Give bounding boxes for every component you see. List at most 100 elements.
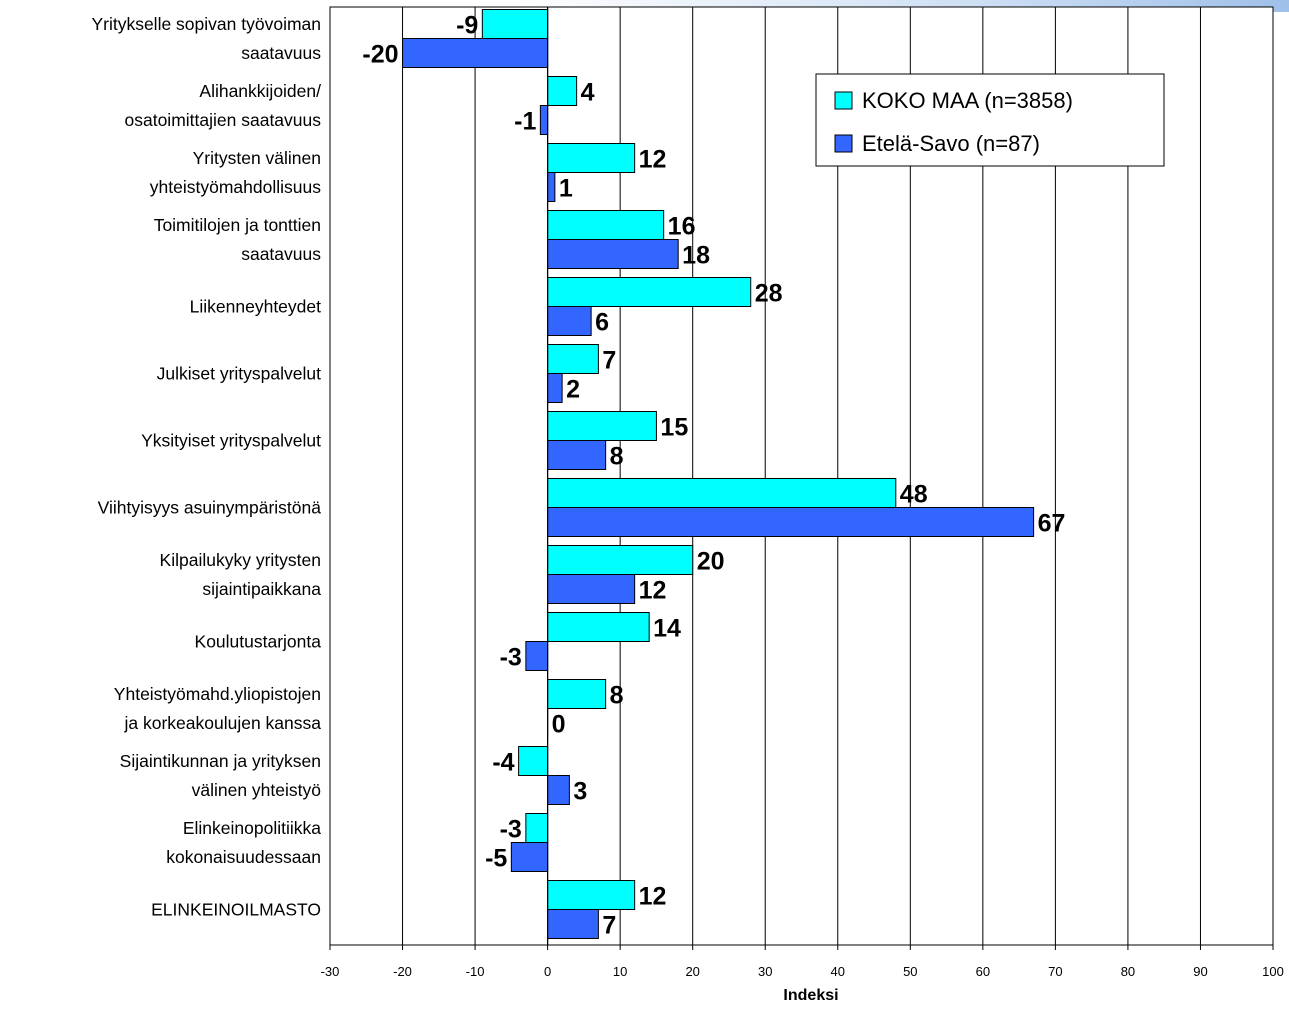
bar-koko-maa <box>518 746 549 776</box>
legend: KOKO MAA (n=3858) Etelä-Savo (n=87) <box>815 73 1165 167</box>
bar-etela-savo <box>547 574 636 604</box>
data-label: 4 <box>581 79 595 107</box>
bar-etela-savo <box>547 306 592 336</box>
bar-koko-maa <box>547 880 636 910</box>
data-label: -4 <box>492 749 514 777</box>
bar-etela-savo <box>547 172 556 202</box>
data-label: 14 <box>653 615 681 643</box>
category-label: osatoimittajien saatavuus <box>125 110 322 130</box>
data-label: 15 <box>660 414 688 442</box>
legend-label-koko-maa: KOKO MAA (n=3858) <box>862 88 1073 113</box>
bar-koko-maa <box>547 679 607 709</box>
legend-box <box>815 73 1165 167</box>
category-label: Elinkeinopolitiikka <box>183 818 321 838</box>
data-label: 2 <box>566 376 580 404</box>
category-label: Toimitilojen ja tonttien <box>154 215 321 235</box>
data-label: 67 <box>1038 510 1066 538</box>
bar-koko-maa <box>547 210 665 240</box>
bar-etela-savo <box>525 641 549 671</box>
x-tick-label: 50 <box>903 964 917 979</box>
legend-swatch-koko-maa <box>834 91 853 110</box>
data-label: 28 <box>755 280 783 308</box>
category-label: ELINKEINOILMASTO <box>151 900 321 920</box>
category-label: Yritykselle sopivan työvoiman <box>91 14 321 34</box>
bar-etela-savo <box>547 373 563 403</box>
category-label: Kilpailukyky yritysten <box>160 550 321 570</box>
bar-koko-maa <box>525 813 549 843</box>
bar-koko-maa <box>547 411 657 441</box>
bar-etela-savo <box>402 38 549 68</box>
bar-etela-savo <box>547 775 570 805</box>
data-label: 7 <box>602 912 616 940</box>
x-tick-label: 30 <box>758 964 772 979</box>
data-label: 18 <box>682 242 710 270</box>
x-tick-label: 40 <box>831 964 845 979</box>
legend-label-etela-savo: Etelä-Savo (n=87) <box>862 131 1040 156</box>
category-label: Sijaintikunnan ja yrityksen <box>120 751 321 771</box>
x-tick-label: 20 <box>685 964 699 979</box>
bar-etela-savo <box>539 105 549 135</box>
x-tick-label: -10 <box>466 964 485 979</box>
data-label: 8 <box>610 443 624 471</box>
x-tick-label: -20 <box>393 964 412 979</box>
data-label: 1 <box>559 175 573 203</box>
bar-koko-maa <box>547 76 578 106</box>
category-label: saatavuus <box>241 244 321 264</box>
x-tick-label: 90 <box>1193 964 1207 979</box>
x-tick-label: 70 <box>1048 964 1062 979</box>
data-label: 7 <box>602 347 616 375</box>
legend-swatch-etela-savo <box>834 134 853 153</box>
category-label: Alihankkijoiden/ <box>199 81 321 101</box>
gridlines <box>402 7 1201 945</box>
data-label: -1 <box>514 108 536 136</box>
bar-koko-maa <box>547 478 897 508</box>
bar-koko-maa <box>547 344 599 374</box>
x-tick-label: 0 <box>544 964 551 979</box>
data-label: -20 <box>362 41 398 69</box>
category-label: Yksityiset yrityspalvelut <box>141 431 321 451</box>
x-tick-label: 60 <box>976 964 990 979</box>
bar-etela-savo <box>510 842 549 872</box>
category-label: ja korkeakoulujen kanssa <box>123 713 321 733</box>
category-label: saatavuus <box>241 43 321 63</box>
data-label: 20 <box>697 548 725 576</box>
bar-etela-savo <box>547 909 599 939</box>
x-tick-label: -30 <box>321 964 340 979</box>
data-label: -3 <box>500 644 522 672</box>
data-label: 0 <box>552 711 566 739</box>
data-label: -5 <box>485 845 507 873</box>
bar-koko-maa <box>547 143 636 173</box>
data-label: -9 <box>456 12 478 40</box>
x-tick-label: 100 <box>1262 964 1284 979</box>
data-label: 12 <box>639 146 667 174</box>
x-tick-label: 10 <box>613 964 627 979</box>
bar-koko-maa <box>481 9 549 39</box>
category-label: kokonaisuudessaan <box>166 847 321 867</box>
data-label: 12 <box>639 577 667 605</box>
category-label: välinen yhteistyö <box>192 780 321 800</box>
data-label: 3 <box>573 778 587 806</box>
category-label: sijaintipaikkana <box>202 579 321 599</box>
bar-koko-maa <box>547 612 650 642</box>
bar-koko-maa <box>547 545 694 575</box>
bar-etela-savo <box>547 440 607 470</box>
data-label: 12 <box>639 883 667 911</box>
category-label: Yhteistyömahd.yliopistojen <box>114 684 321 704</box>
data-labels: -941216287154820148-4-312-20-11186286712… <box>362 12 1065 940</box>
bars <box>402 9 1035 939</box>
category-label: yhteistyömahdollisuus <box>150 177 321 197</box>
x-tick-label: 80 <box>1121 964 1135 979</box>
category-label: Julkiset yrityspalvelut <box>157 364 321 384</box>
data-label: 48 <box>900 481 928 509</box>
bar-etela-savo <box>547 507 1035 537</box>
data-label: -3 <box>500 816 522 844</box>
category-labels: Yritykselle sopivan työvoiman saatavuus Al… <box>91 14 321 920</box>
x-axis-label: Indeksi <box>783 987 838 1004</box>
category-label: Yritysten välinen <box>193 148 321 168</box>
x-tick-labels: -30 -20 -10 0 10 20 30 40 50 60 70 80 90 100 <box>321 945 1284 979</box>
category-label: Koulutustarjonta <box>195 632 322 652</box>
bar-koko-maa <box>547 277 752 307</box>
bar-etela-savo <box>547 239 679 269</box>
data-label: 16 <box>668 213 696 241</box>
